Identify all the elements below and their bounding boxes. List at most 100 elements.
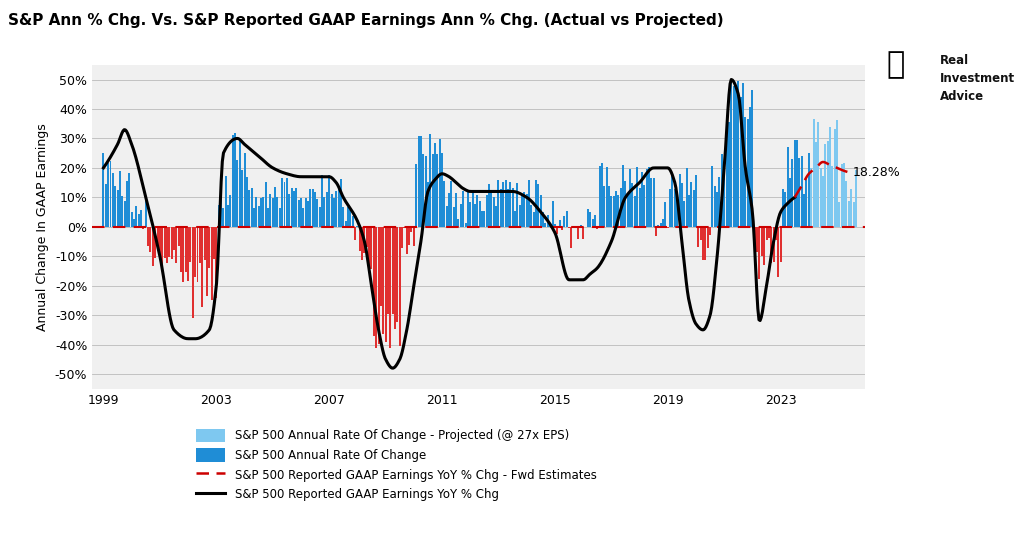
Bar <box>338 188 340 227</box>
Bar <box>269 194 271 227</box>
Bar <box>279 207 281 227</box>
Bar <box>683 201 685 227</box>
Bar <box>255 197 257 227</box>
Bar <box>542 212 544 227</box>
Bar <box>615 191 617 227</box>
Bar <box>354 227 356 240</box>
Bar <box>815 141 817 227</box>
Bar <box>224 176 226 227</box>
Bar <box>639 188 641 227</box>
Bar <box>493 197 495 227</box>
Bar <box>467 192 469 227</box>
Bar <box>112 173 114 227</box>
Bar <box>730 82 732 227</box>
Bar <box>695 175 697 227</box>
Bar <box>650 178 652 227</box>
Bar <box>300 199 302 227</box>
Bar <box>648 167 650 227</box>
Bar <box>115 186 116 227</box>
Bar <box>612 195 614 227</box>
Bar <box>195 227 197 277</box>
Bar <box>669 189 671 227</box>
Bar <box>655 227 657 236</box>
Bar <box>465 223 467 227</box>
Bar <box>318 207 321 227</box>
Bar <box>418 137 420 227</box>
Bar <box>345 221 347 227</box>
Bar <box>690 181 692 227</box>
Bar <box>476 195 478 227</box>
Bar <box>175 227 177 262</box>
Bar <box>117 190 119 227</box>
Bar <box>462 191 464 227</box>
Bar <box>427 182 429 227</box>
Bar <box>596 227 598 229</box>
Bar <box>716 192 718 227</box>
Bar <box>110 161 112 227</box>
Bar <box>274 187 276 227</box>
Bar <box>563 217 565 227</box>
Bar <box>625 181 627 227</box>
Bar <box>523 192 525 227</box>
Bar <box>147 227 150 246</box>
Bar <box>191 227 194 318</box>
Bar <box>528 180 530 227</box>
Bar <box>180 227 182 272</box>
Bar <box>686 168 687 227</box>
Bar <box>608 186 610 227</box>
Bar <box>331 193 333 227</box>
Bar <box>458 219 460 227</box>
Bar <box>521 194 523 227</box>
Bar <box>525 193 527 227</box>
Bar <box>728 122 730 227</box>
Bar <box>770 227 772 263</box>
Bar <box>121 196 123 227</box>
Bar <box>850 189 852 227</box>
Text: Real
Investment
Advice: Real Investment Advice <box>940 54 1015 103</box>
Bar <box>799 158 801 227</box>
Bar <box>641 172 643 227</box>
Bar <box>441 153 443 227</box>
Bar <box>284 182 286 227</box>
Bar <box>213 227 215 259</box>
Bar <box>102 153 104 227</box>
Bar <box>547 215 549 227</box>
Bar <box>422 154 424 227</box>
Bar <box>540 194 542 227</box>
Bar <box>721 154 723 227</box>
Bar <box>173 227 175 250</box>
Bar <box>293 191 295 227</box>
Bar <box>347 207 349 227</box>
Bar <box>853 202 854 227</box>
Bar <box>282 178 284 227</box>
Bar <box>445 206 447 227</box>
Bar <box>556 227 558 234</box>
Bar <box>488 184 490 227</box>
Bar <box>182 227 184 282</box>
Bar <box>391 227 393 314</box>
Bar <box>204 227 206 260</box>
Bar <box>276 197 279 227</box>
Bar <box>239 141 241 227</box>
Bar <box>286 178 288 227</box>
Bar <box>610 197 612 227</box>
Bar <box>561 227 563 230</box>
Bar <box>803 194 805 227</box>
Bar <box>131 212 133 227</box>
Bar <box>699 227 701 240</box>
Bar <box>813 119 814 227</box>
Bar <box>516 184 518 227</box>
Bar <box>552 201 554 227</box>
Bar <box>394 227 396 328</box>
Bar <box>808 152 810 227</box>
Bar <box>309 190 311 227</box>
Bar <box>375 227 377 348</box>
Bar <box>215 227 217 298</box>
Bar <box>490 191 493 227</box>
Bar <box>603 186 605 227</box>
Bar <box>752 90 754 227</box>
Bar <box>298 200 300 227</box>
Bar <box>369 227 370 265</box>
Bar <box>305 198 306 227</box>
Bar <box>592 219 594 227</box>
